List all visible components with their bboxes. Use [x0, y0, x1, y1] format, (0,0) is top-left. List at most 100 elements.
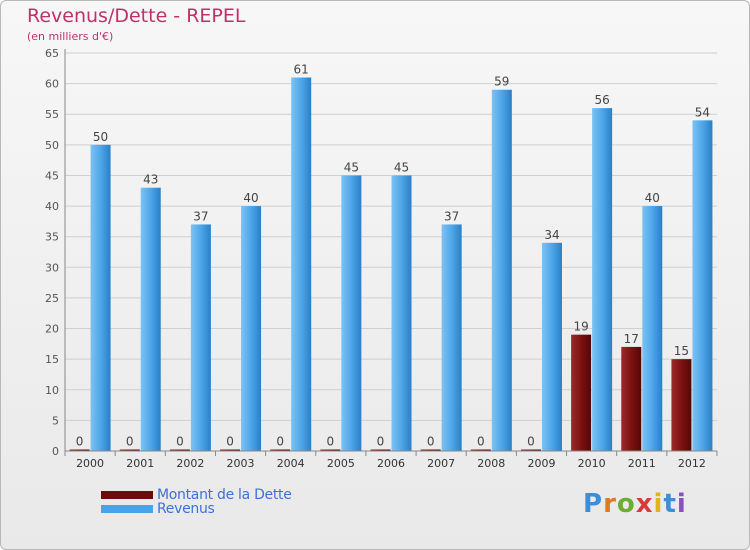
- y-tick-label: 45: [45, 169, 59, 182]
- bar-dette: [270, 449, 291, 451]
- data-label: 43: [143, 173, 158, 187]
- bar-revenus: [241, 206, 262, 451]
- data-label: 0: [276, 435, 284, 449]
- bar-dette: [320, 449, 341, 451]
- bar-dette: [571, 334, 592, 451]
- y-tick-label: 60: [45, 78, 59, 91]
- logo-letter: r: [603, 489, 617, 519]
- data-label: 0: [226, 435, 234, 449]
- bar-dette: [119, 449, 140, 451]
- bar-revenus: [341, 175, 362, 451]
- logo-letter: t: [663, 489, 677, 519]
- bar-dette: [169, 449, 190, 451]
- bars: [69, 77, 713, 451]
- x-tick-label: 2009: [527, 457, 555, 470]
- data-label: 40: [645, 191, 660, 205]
- data-label: 56: [594, 93, 609, 107]
- x-tick-label: 2004: [277, 457, 305, 470]
- bar-revenus: [642, 206, 663, 451]
- y-tick-label: 20: [45, 323, 59, 336]
- data-label: 45: [344, 160, 359, 174]
- data-label: 0: [477, 435, 485, 449]
- y-tick-label: 10: [45, 384, 59, 397]
- logo-letter: i: [676, 489, 687, 519]
- x-tick-label: 2005: [327, 457, 355, 470]
- data-label: 40: [243, 191, 258, 205]
- x-tick-label: 2008: [477, 457, 505, 470]
- data-label: 0: [527, 435, 535, 449]
- x-tick-label: 2002: [176, 457, 204, 470]
- y-tick-label: 40: [45, 200, 59, 213]
- y-tick-label: 0: [52, 445, 59, 458]
- bar-revenus: [190, 224, 211, 451]
- data-label: 0: [377, 435, 385, 449]
- y-tick-label: 30: [45, 261, 59, 274]
- bar-revenus: [491, 89, 512, 451]
- logo-letter: o: [616, 489, 636, 519]
- bar-dette: [69, 449, 90, 451]
- data-label: 19: [573, 320, 588, 334]
- data-label: 37: [193, 209, 208, 223]
- data-label: 61: [294, 62, 309, 76]
- logo-letter: P: [583, 489, 604, 519]
- data-label: 0: [76, 435, 84, 449]
- data-label: 59: [494, 75, 509, 89]
- grid: [65, 52, 717, 452]
- y-tick-label: 65: [45, 47, 59, 60]
- chart-subtitle: (en milliers d'€): [27, 30, 114, 43]
- bar-dette: [671, 359, 692, 451]
- legend-label-revenus: Revenus: [157, 501, 215, 517]
- y-tick-label: 5: [52, 414, 59, 427]
- legend-item-revenus: Revenus: [101, 501, 215, 517]
- bar-dette: [370, 449, 391, 451]
- bar-dette: [621, 346, 642, 451]
- data-label: 54: [695, 105, 710, 119]
- bar-revenus: [291, 77, 312, 451]
- bar-dette: [220, 449, 241, 451]
- y-tick-label: 25: [45, 292, 59, 305]
- bar-revenus: [90, 144, 111, 451]
- data-label: 0: [126, 435, 134, 449]
- bar-revenus: [592, 108, 613, 451]
- logo-letter: i: [653, 489, 664, 519]
- x-tick-label: 2007: [427, 457, 455, 470]
- bar-dette: [470, 449, 491, 451]
- logo-letter: x: [635, 489, 654, 519]
- x-tick-label: 2012: [678, 457, 706, 470]
- bar-revenus: [441, 224, 462, 451]
- bar-revenus: [391, 175, 412, 451]
- x-tick-label: 2006: [377, 457, 405, 470]
- data-label: 37: [444, 209, 459, 223]
- y-tick-label: 15: [45, 353, 59, 366]
- y-tick-label: 55: [45, 108, 59, 121]
- bar-revenus: [692, 120, 713, 451]
- legend-label-dette: Montant de la Dette: [157, 487, 292, 503]
- data-label: 0: [176, 435, 184, 449]
- data-label: 17: [624, 332, 639, 346]
- axes: 0 5 10 15 20 25 30 35 40 45 50 55 60 65 2000 2001 2002 20…: [45, 47, 718, 470]
- data-label: 45: [394, 160, 409, 174]
- y-tick-label: 50: [45, 139, 59, 152]
- legend-swatch-dette: [101, 491, 153, 499]
- bar-revenus: [140, 187, 161, 451]
- legend-swatch-revenus: [101, 505, 153, 513]
- x-tick-label: 2000: [76, 457, 104, 470]
- x-tick-label: 2010: [578, 457, 606, 470]
- bar-dette: [420, 449, 441, 451]
- x-tick-label: 2001: [126, 457, 154, 470]
- bar-revenus: [541, 242, 562, 451]
- x-tick-label: 2003: [227, 457, 255, 470]
- data-label: 34: [544, 228, 559, 242]
- data-label: 50: [93, 130, 108, 144]
- data-label: 0: [427, 435, 435, 449]
- proxiti-logo: Proxiti: [583, 489, 687, 519]
- x-tick-label: 2011: [628, 457, 656, 470]
- legend-item-dette: Montant de la Dette: [101, 487, 292, 503]
- data-label: 15: [674, 344, 689, 358]
- bar-dette: [520, 449, 541, 451]
- data-label: 0: [327, 435, 335, 449]
- y-tick-label: 35: [45, 231, 59, 244]
- chart-title: Revenus/Dette - REPEL: [27, 5, 246, 27]
